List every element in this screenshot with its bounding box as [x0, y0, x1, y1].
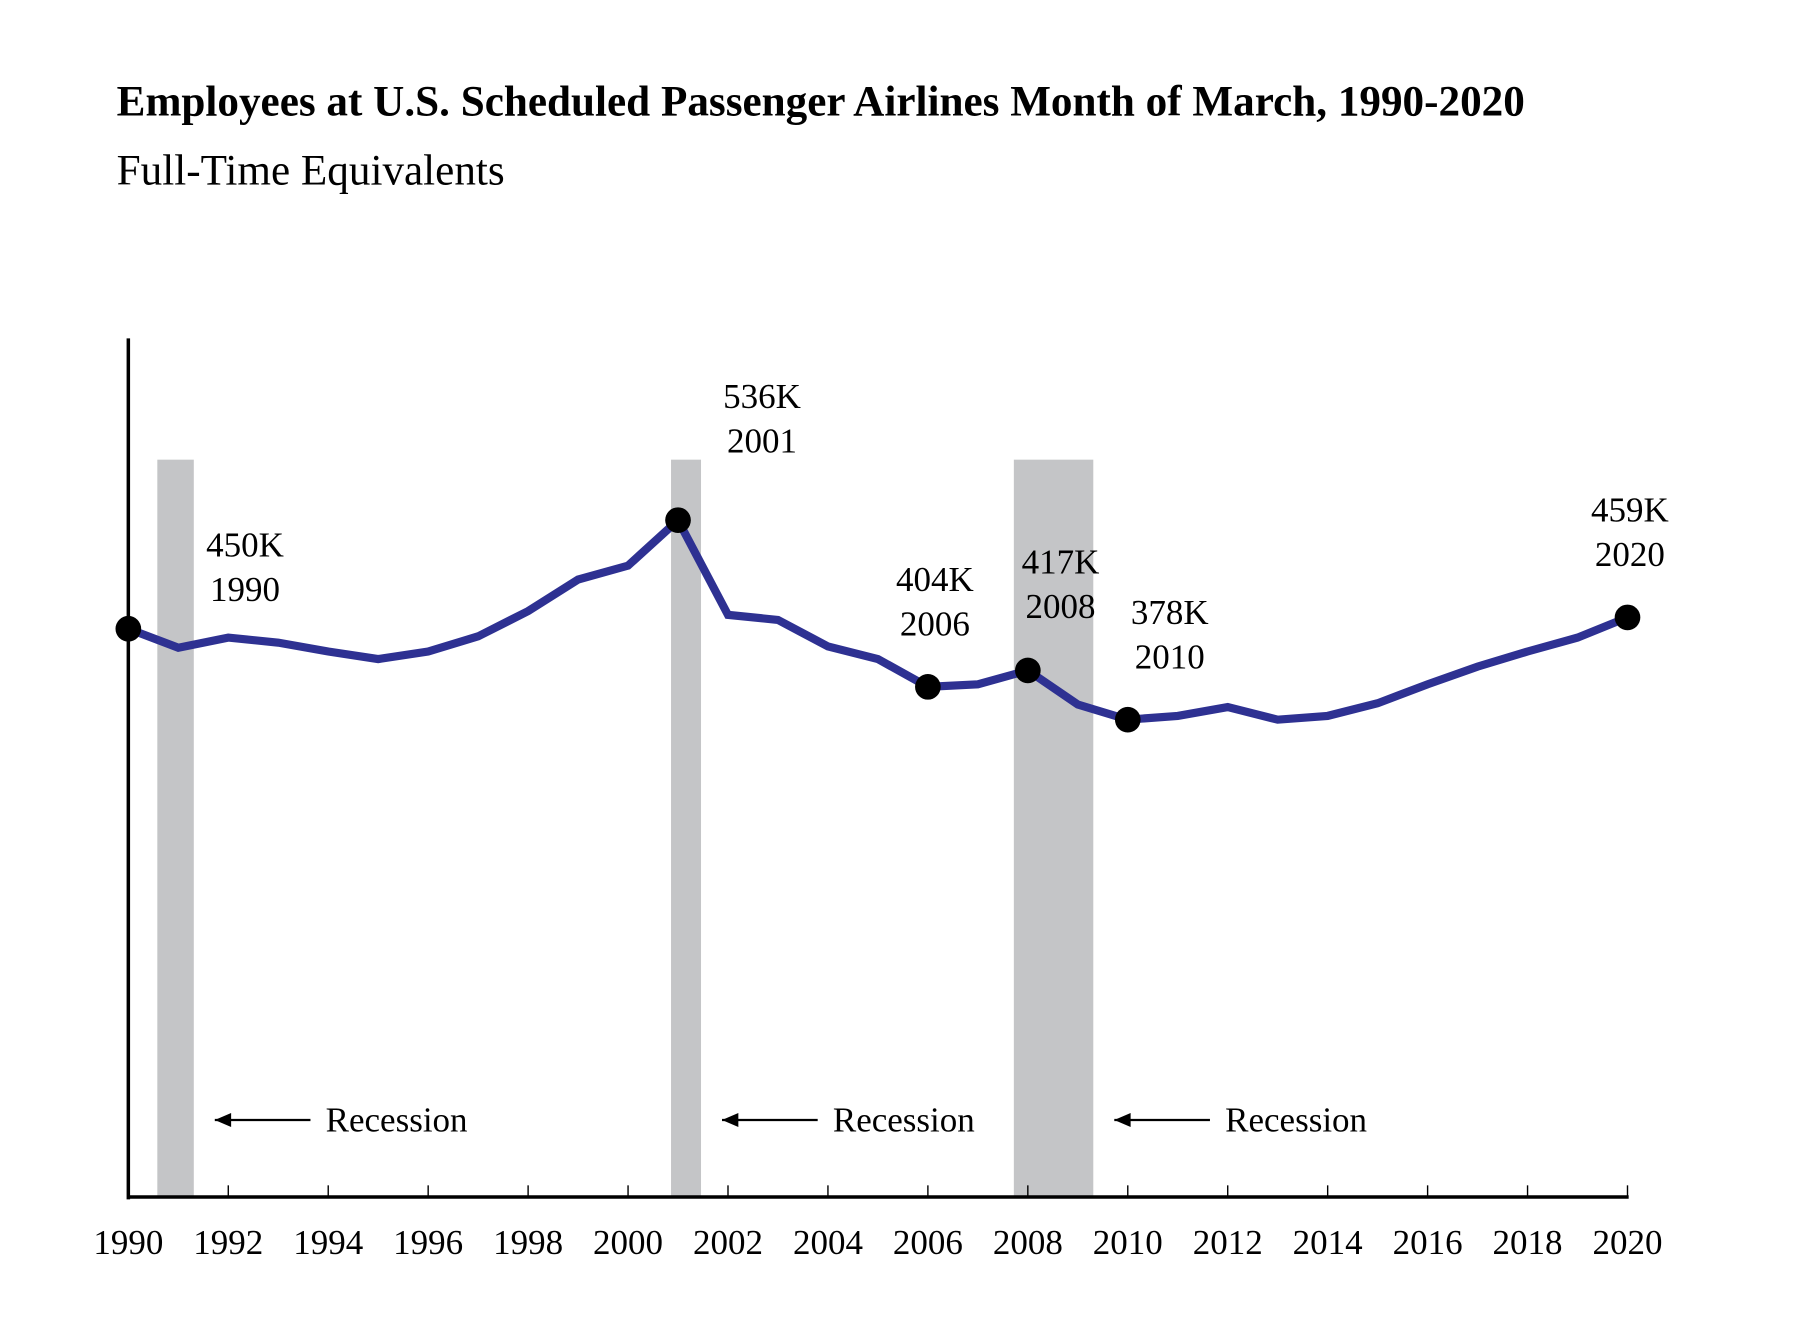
axes: 1990 1992 1994 1996 1998 2000 2002 2004 2006 2008… [93, 338, 1663, 1262]
x-tick-label: 1996 [393, 1223, 463, 1262]
recession-label: Recession [1225, 1101, 1367, 1140]
data-point-marker [1114, 706, 1141, 733]
arrow-head-icon [214, 1113, 232, 1127]
chart-subtitle: Full-Time Equivalents [117, 147, 505, 194]
x-tick-label: 2018 [1493, 1223, 1563, 1262]
data-point-value-label: 459K [1591, 491, 1669, 530]
data-point-marker [115, 615, 142, 642]
x-tick-label: 2004 [793, 1223, 863, 1262]
data-point-marker [915, 674, 941, 700]
data-point-value-label: 404K [896, 560, 974, 599]
x-tick-label: 2002 [693, 1223, 763, 1262]
recession-band [157, 459, 194, 1198]
data-point-year-label: 2008 [1026, 587, 1096, 626]
data-point-year-label: 2006 [900, 605, 970, 644]
data-point-year-label: 2020 [1595, 535, 1665, 574]
x-tick-label: 1992 [193, 1223, 263, 1262]
arrow-head-icon [722, 1113, 739, 1127]
data-point-year-label: 2010 [1135, 637, 1205, 676]
x-tick-label: 1998 [493, 1223, 563, 1262]
x-tick-label: 2014 [1293, 1223, 1363, 1262]
data-point-value-label: 450K [206, 525, 284, 564]
recession-label: Recession [833, 1101, 975, 1140]
x-tick-label: 2020 [1593, 1223, 1663, 1262]
series-line [126, 513, 1630, 724]
series-line-path [126, 513, 1630, 724]
arrow-head-icon [1114, 1113, 1131, 1127]
recession-band [671, 459, 702, 1198]
data-point-marker [1614, 604, 1641, 631]
recession-band [1013, 459, 1094, 1198]
x-tick-label: 2008 [993, 1223, 1063, 1262]
recession-bands: Recession Recession Recession [157, 459, 1367, 1198]
x-tick-label: 2006 [893, 1223, 963, 1262]
highlighted-points: 450K 1990 536K 2001 404K 2006 417K 2008 378K 2010… [115, 377, 1669, 733]
data-point-year-label: 1990 [210, 570, 280, 609]
data-point-marker [665, 507, 691, 534]
recession-label: Recession [326, 1101, 468, 1140]
x-tick-label: 1994 [293, 1223, 363, 1262]
x-tick-label: 2012 [1193, 1223, 1263, 1262]
x-tick-label: 2010 [1093, 1223, 1163, 1262]
data-point-year-label: 2001 [727, 422, 797, 461]
data-point-value-label: 536K [723, 377, 801, 416]
data-point-marker [1015, 657, 1041, 684]
data-point-value-label: 417K [1022, 543, 1100, 582]
chart-title: Employees at U.S. Scheduled Passenger Ai… [117, 78, 1525, 125]
x-tick-label: 2000 [593, 1223, 663, 1262]
data-point-value-label: 378K [1131, 593, 1209, 632]
x-tick-label: 1990 [93, 1223, 163, 1262]
x-tick-label: 2016 [1393, 1223, 1463, 1262]
